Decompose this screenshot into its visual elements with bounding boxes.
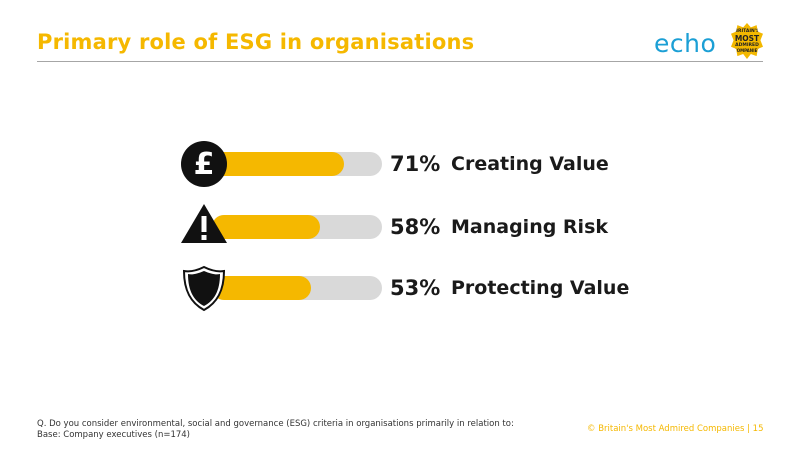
shield-icon xyxy=(182,265,226,312)
badge-line-1: BRITAIN'S xyxy=(734,29,760,34)
svg-text:£: £ xyxy=(194,147,215,182)
bar-category-label: Managing Risk xyxy=(451,216,609,238)
bar-value-label: 58% xyxy=(390,215,441,239)
bar-value-label: 71% xyxy=(390,152,441,176)
echo-logo: echo xyxy=(654,29,717,58)
pound-icon: £ xyxy=(181,141,227,187)
chart-row-managing-risk: 58% Managing Risk xyxy=(0,202,800,250)
bar-fill xyxy=(212,276,311,300)
bar-value-label: 53% xyxy=(390,276,441,300)
title-divider xyxy=(37,61,763,62)
badge-line-2: MOST xyxy=(734,34,760,43)
footnote-base: Base: Company executives (n=174) xyxy=(37,430,190,440)
badge-line-3: ADMIRED xyxy=(735,43,759,48)
bar-category-label: Creating Value xyxy=(451,153,609,175)
bar-fill xyxy=(212,152,344,176)
badge-line-4: COMPANIES xyxy=(733,48,761,53)
page-title: Primary role of ESG in organisations xyxy=(37,30,475,54)
bar-category-label: Protecting Value xyxy=(451,277,630,299)
warning-icon xyxy=(181,204,227,243)
chart-row-protecting-value: 53% Protecting Value xyxy=(0,264,800,312)
copyright-page-number: © Britain's Most Admired Companies | 15 xyxy=(587,424,764,434)
chart-row-creating-value: £ 71% Creating Value xyxy=(0,140,800,188)
bar-fill xyxy=(212,215,320,239)
footnote: Q. Do you consider environmental, social… xyxy=(37,419,514,441)
bar-track xyxy=(212,276,382,300)
bar-track xyxy=(212,152,382,176)
footnote-question: Q. Do you consider environmental, social… xyxy=(37,419,514,429)
bar-track xyxy=(212,215,382,239)
bmac-badge-logo: BRITAIN'S MOST ADMIRED COMPANIES xyxy=(731,23,763,59)
